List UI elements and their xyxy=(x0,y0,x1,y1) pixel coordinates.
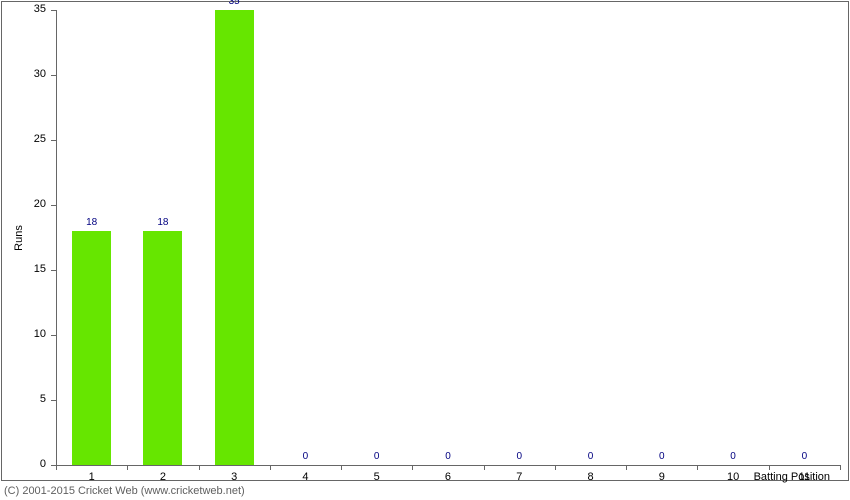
y-tick-mark xyxy=(51,335,56,336)
x-tick-mark xyxy=(626,465,627,470)
x-tick-mark xyxy=(697,465,698,470)
x-tick-mark xyxy=(412,465,413,470)
y-tick-label: 5 xyxy=(0,393,46,405)
bar-value-label: 18 xyxy=(56,217,127,228)
bar-value-label: 0 xyxy=(270,451,341,462)
bar-value-label: 0 xyxy=(697,451,768,462)
y-axis-line xyxy=(56,10,57,465)
x-tick-label: 10 xyxy=(697,471,768,483)
bar xyxy=(143,231,182,465)
y-tick-mark xyxy=(51,205,56,206)
bar-value-label: 0 xyxy=(769,451,840,462)
x-tick-label: 11 xyxy=(769,471,840,483)
x-tick-mark xyxy=(769,465,770,470)
y-tick-mark xyxy=(51,140,56,141)
x-tick-mark xyxy=(555,465,556,470)
y-tick-label: 30 xyxy=(0,68,46,80)
x-tick-mark xyxy=(127,465,128,470)
bar-value-label: 35 xyxy=(199,0,270,7)
bar-value-label: 0 xyxy=(341,451,412,462)
y-tick-mark xyxy=(51,270,56,271)
y-tick-label: 35 xyxy=(0,3,46,15)
x-tick-label: 9 xyxy=(626,471,697,483)
bar xyxy=(215,10,254,465)
x-tick-mark xyxy=(56,465,57,470)
x-axis-line xyxy=(56,465,840,466)
x-tick-mark xyxy=(199,465,200,470)
x-tick-label: 7 xyxy=(484,471,555,483)
credit-text: (C) 2001-2015 Cricket Web (www.cricketwe… xyxy=(4,485,245,497)
bar-value-label: 0 xyxy=(555,451,626,462)
x-tick-mark xyxy=(484,465,485,470)
x-tick-mark xyxy=(840,465,841,470)
y-tick-mark xyxy=(51,465,56,466)
bar-value-label: 18 xyxy=(127,217,198,228)
x-tick-label: 2 xyxy=(127,471,198,483)
y-tick-label: 15 xyxy=(0,263,46,275)
y-axis-label: Runs xyxy=(13,225,25,251)
y-tick-mark xyxy=(51,10,56,11)
x-tick-label: 3 xyxy=(199,471,270,483)
y-tick-mark xyxy=(51,75,56,76)
x-tick-label: 6 xyxy=(412,471,483,483)
x-tick-label: 5 xyxy=(341,471,412,483)
bar-value-label: 0 xyxy=(626,451,697,462)
bar xyxy=(72,231,111,465)
y-tick-label: 20 xyxy=(0,198,46,210)
y-tick-mark xyxy=(51,400,56,401)
x-tick-label: 4 xyxy=(270,471,341,483)
y-tick-label: 10 xyxy=(0,328,46,340)
x-tick-label: 1 xyxy=(56,471,127,483)
x-tick-label: 8 xyxy=(555,471,626,483)
bar-value-label: 0 xyxy=(412,451,483,462)
y-tick-label: 25 xyxy=(0,133,46,145)
y-tick-label: 0 xyxy=(0,458,46,470)
chart-container: Runs Batting Position (C) 2001-2015 Cric… xyxy=(0,0,850,500)
x-tick-mark xyxy=(270,465,271,470)
bar-value-label: 0 xyxy=(484,451,555,462)
x-tick-mark xyxy=(341,465,342,470)
